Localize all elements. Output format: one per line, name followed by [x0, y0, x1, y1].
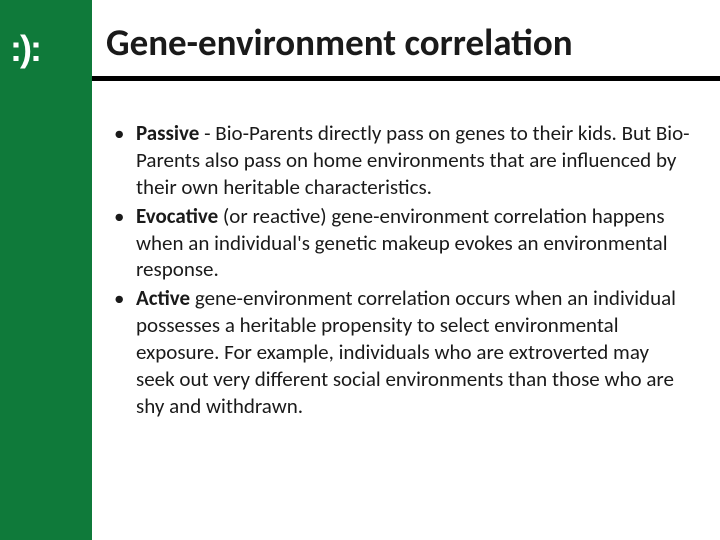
bullet-text: - Bio-Parents directly pass on genes to … [136, 120, 690, 200]
bullet-lead: Passive [136, 120, 199, 146]
bullet-text: gene-environment correlation occurs when… [136, 285, 676, 419]
slide-title: Gene-environment correlation [106, 20, 573, 65]
list-item: Evocative (or reactive) gene-environment… [112, 203, 692, 284]
title-underline [92, 76, 720, 81]
bullet-lead: Evocative [136, 203, 218, 229]
bullet-list: Passive - Bio-Parents directly pass on g… [112, 120, 692, 420]
list-item: Passive - Bio-Parents directly pass on g… [112, 120, 692, 201]
list-item: Active gene-environment correlation occu… [112, 285, 692, 419]
header: Gene-environment correlation [92, 0, 720, 96]
sidebar: :): [0, 0, 92, 540]
bullet-lead: Active [136, 285, 190, 311]
logo-icon: :): [10, 28, 40, 70]
content-area: Passive - Bio-Parents directly pass on g… [112, 120, 692, 422]
